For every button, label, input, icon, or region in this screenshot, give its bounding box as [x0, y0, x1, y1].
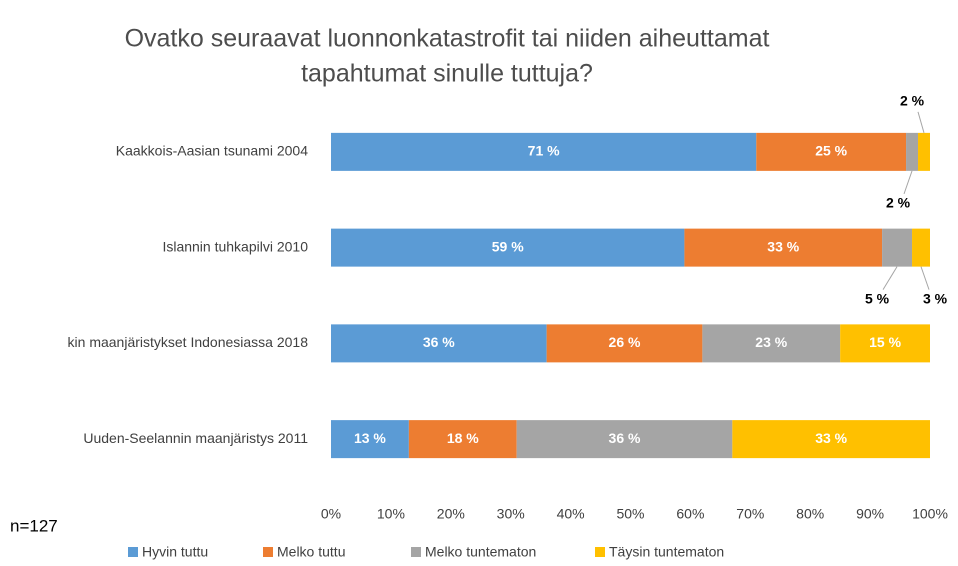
bar-segment: [912, 228, 930, 267]
data-label: 25 %: [815, 143, 847, 159]
bar-segment: [756, 132, 907, 171]
sample-size-note: n=127: [10, 516, 58, 535]
data-label: 2 %: [900, 93, 925, 109]
x-tick-label: 30%: [497, 506, 525, 522]
leader-line: [917, 111, 925, 134]
data-label: 5 %: [865, 290, 890, 306]
x-tick-label: 0%: [321, 506, 341, 522]
leader-line: [920, 266, 930, 290]
bar-segment: [516, 420, 733, 459]
data-label: 18 %: [447, 430, 479, 446]
data-label: 59 %: [492, 238, 524, 254]
y-tick-label: Kaakkois-Aasian tsunami 2004: [116, 143, 308, 159]
x-tick-label: 40%: [557, 506, 585, 522]
legend-swatch: [128, 547, 138, 557]
y-tick-label: Uuden-Seelannin maanjäristys 2011: [83, 430, 308, 446]
data-label: 2 %: [886, 195, 911, 211]
chart-title: Ovatko seuraavat luonnonkatastrofit tai …: [125, 25, 770, 53]
bar-segment: [546, 324, 703, 363]
bar-segment: [331, 228, 685, 267]
legend-swatch: [595, 547, 605, 557]
bar-segment: [840, 324, 930, 363]
bar-segment: [331, 420, 409, 459]
data-label: 33 %: [767, 238, 799, 254]
legend-label: Täysin tuntematon: [609, 544, 724, 560]
bar-segment: [732, 420, 930, 459]
x-tick-label: 10%: [377, 506, 405, 522]
bar-segment: [702, 324, 841, 363]
legend-swatch: [411, 547, 421, 557]
y-tick-label: Islannin tuhkapilvi 2010: [162, 238, 308, 254]
leader-line: [903, 170, 913, 195]
legend-label: Melko tuntematon: [425, 544, 536, 560]
x-tick-label: 70%: [736, 506, 764, 522]
chart-title: tapahtumat sinulle tuttuja?: [301, 60, 593, 88]
data-label: 36 %: [423, 334, 455, 350]
x-tick-label: 100%: [912, 506, 948, 522]
data-label: 15 %: [869, 334, 901, 350]
bar-segment: [331, 324, 547, 363]
data-label: 33 %: [815, 430, 847, 446]
bar-segment: [882, 228, 913, 267]
leader-line: [882, 266, 898, 290]
data-label: 13 %: [354, 430, 386, 446]
x-tick-label: 80%: [796, 506, 824, 522]
x-tick-label: 90%: [856, 506, 884, 522]
data-label: 23 %: [755, 334, 787, 350]
bar-segment: [906, 132, 919, 171]
bar-segment: [408, 420, 517, 459]
bar-segment: [918, 132, 930, 171]
data-label: 3 %: [923, 290, 948, 306]
x-tick-label: 60%: [676, 506, 704, 522]
legend-label: Hyvin tuttu: [142, 544, 208, 560]
bar-segment: [684, 228, 883, 267]
x-tick-label: 50%: [616, 506, 644, 522]
data-label: 36 %: [609, 430, 641, 446]
data-label: 26 %: [609, 334, 641, 350]
y-tick-label: kin maanjäristykset Indonesiassa 2018: [68, 334, 309, 350]
x-tick-label: 20%: [437, 506, 465, 522]
bar-segment: [331, 132, 757, 171]
data-label: 71 %: [528, 143, 560, 159]
legend-swatch: [263, 547, 273, 557]
legend-label: Melko tuttu: [277, 544, 345, 560]
